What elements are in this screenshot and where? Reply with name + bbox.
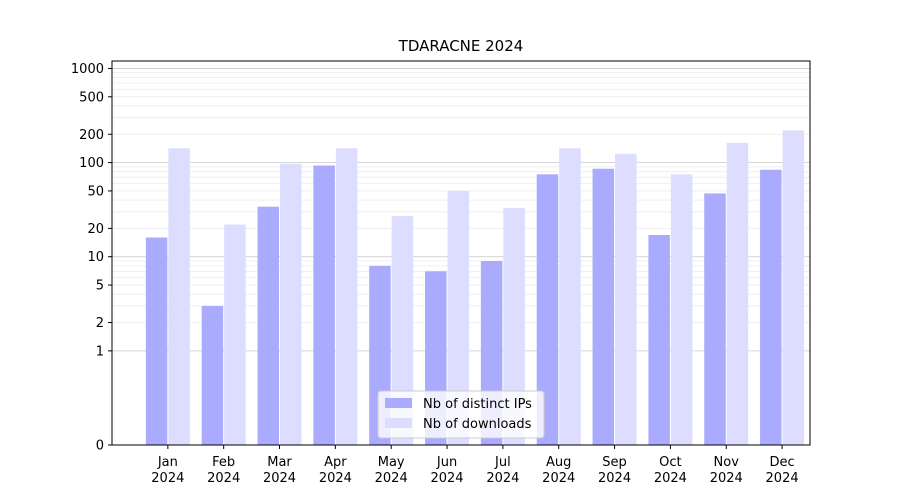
bar bbox=[280, 163, 302, 446]
plot-frame bbox=[111, 60, 811, 446]
y-axis: 0 1 2 5 10 20 50 100 200 500 1000 bbox=[71, 62, 112, 454]
bar bbox=[145, 237, 168, 445]
bar bbox=[615, 153, 637, 445]
bars bbox=[145, 130, 805, 446]
y-tick-label: 50 bbox=[87, 184, 104, 199]
bar bbox=[592, 168, 615, 445]
y-tick-label: 1000 bbox=[71, 62, 104, 77]
bar bbox=[335, 148, 358, 445]
y-tick-label: 5 bbox=[96, 279, 104, 294]
bar bbox=[503, 207, 525, 445]
legend-label: Nb of distinct IPs bbox=[423, 397, 532, 412]
bar bbox=[704, 193, 726, 445]
x-tick-label: Oct 2024 bbox=[654, 455, 687, 486]
y-tick-label: 2 bbox=[96, 316, 104, 331]
bar bbox=[670, 174, 693, 445]
bar bbox=[257, 206, 280, 445]
bar bbox=[201, 305, 224, 445]
x-tick-label: Mar 2024 bbox=[263, 455, 296, 486]
legend: Nb of distinct IPs Nb of downloads bbox=[377, 390, 545, 439]
x-tick-label: May 2024 bbox=[375, 455, 408, 486]
x-tick-label: Apr 2024 bbox=[319, 455, 352, 486]
x-tick-label: Feb 2024 bbox=[207, 455, 240, 486]
y-tick-label: 100 bbox=[79, 156, 104, 171]
x-axis: Jan 2024 Feb 2024 Mar 2024 Apr 2024 May 2024 Jun 20… bbox=[151, 445, 799, 486]
bar bbox=[760, 169, 782, 445]
bar bbox=[648, 235, 670, 445]
y-tick-label: 10 bbox=[87, 250, 104, 265]
x-tick-label: Jun 2024 bbox=[430, 455, 463, 486]
bar bbox=[168, 148, 190, 445]
legend-swatch bbox=[385, 418, 412, 428]
legend-box bbox=[377, 390, 545, 439]
x-tick-label: Aug 2024 bbox=[542, 455, 575, 486]
y-tick-label: 200 bbox=[79, 128, 104, 143]
bar bbox=[782, 130, 805, 445]
legend-swatch bbox=[385, 398, 412, 408]
bar bbox=[536, 174, 559, 445]
x-tick-label: Sep 2024 bbox=[598, 455, 631, 486]
bar bbox=[726, 142, 749, 445]
bar bbox=[313, 165, 335, 445]
y-tick-label: 0 bbox=[96, 439, 104, 454]
bar bbox=[559, 148, 581, 445]
bar bbox=[391, 216, 414, 445]
x-tick-label: Jan 2024 bbox=[151, 455, 184, 486]
bar bbox=[447, 190, 470, 445]
y-tick-label: 500 bbox=[79, 90, 104, 105]
y-tick-label: 20 bbox=[87, 222, 104, 237]
x-tick-label: Nov 2024 bbox=[710, 455, 743, 486]
chart-title: TDARACNE 2024 bbox=[398, 37, 524, 55]
legend-label: Nb of downloads bbox=[423, 417, 532, 432]
y-tick-label: 1 bbox=[96, 344, 104, 359]
bar bbox=[224, 224, 246, 445]
x-tick-label: Jul 2024 bbox=[486, 455, 519, 486]
x-tick-label: Dec 2024 bbox=[766, 455, 799, 486]
